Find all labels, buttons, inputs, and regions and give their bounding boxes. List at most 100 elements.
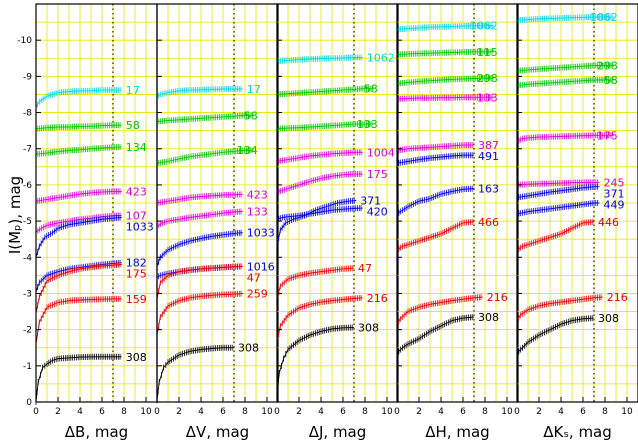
series-449: 449 [516,198,625,217]
series-line [516,202,600,215]
series-466: 466 [396,216,499,254]
series-label: 58 [364,83,378,96]
y-tick-label: 0 [26,398,32,408]
series-133: 133 [276,118,378,132]
series-133: 133 [396,91,498,104]
series-115: 115 [396,46,498,59]
series-label: 1033 [126,220,154,233]
series-446: 446 [516,216,619,254]
series-label: 17 [126,84,140,97]
series-423: 423 [35,185,147,205]
series-line [276,297,363,343]
series-175: 175 [516,129,618,145]
series-label: 175 [367,168,388,181]
series-label: 446 [598,216,619,229]
y-tick-label: -6 [23,181,32,191]
x-tick-label: 0 [514,407,520,417]
series-label: 371 [604,187,625,200]
panel-grid [35,3,158,403]
series-17: 17 [156,83,261,100]
series-134: 134 [156,144,258,167]
x-tick-label: 8 [242,407,248,417]
series-216: 216 [276,292,388,346]
series-420: 420 [276,205,388,223]
series-label: 175 [126,268,147,281]
x-axis-label: ΔKₛ, mag [543,423,612,441]
x-axis-label: ΔH, mag [425,423,489,441]
series-label: 58 [244,109,258,122]
y-tick-label: -7 [23,145,32,155]
series-134: 134 [35,141,147,158]
y-tick-label: -10 [17,36,32,46]
y-tick-label: -4 [23,253,32,263]
series-line [516,186,600,199]
x-tick-label: 2 [176,407,182,417]
x-tick-label: 4 [438,407,444,417]
y-tick-label: -3 [23,289,32,299]
x-tick-label: 0 [394,407,400,417]
series-216: 216 [516,291,628,324]
series-1062: 1062 [396,20,498,33]
series-label: 420 [367,205,388,218]
x-tick-label: 10 [140,407,152,417]
series-423: 423 [156,188,268,206]
x-tick-label: 6 [220,407,226,417]
series-label: 107 [126,209,147,222]
series-label: 58 [604,74,618,87]
series-1033: 1033 [156,227,275,270]
series-label: 491 [478,150,499,163]
series-298: 298 [396,72,498,87]
y-tick-label: -5 [23,217,32,227]
series-58: 58 [156,109,258,125]
series-label: 133 [477,91,498,104]
x-axis-label: ΔV, mag [186,423,249,441]
x-tick-label: 0 [33,407,39,417]
x-tick-label: 6 [340,407,346,417]
series-175: 175 [35,261,147,317]
x-tick-label: 8 [602,407,608,417]
x-tick-label: 4 [198,407,204,417]
series-label: 175 [597,129,618,142]
y-axis-label: I(Mₚ), mag [6,176,24,254]
panel-frame [516,3,638,403]
series-259: 259 [156,287,268,339]
series-label: 159 [126,293,147,306]
series-387: 387 [396,139,499,154]
series-label: 298 [477,72,498,85]
series-label: 1062 [590,11,618,24]
y-tick-label: -2 [23,326,32,336]
x-tick-label: 0 [274,407,280,417]
series-1033: 1033 [35,214,154,261]
series-label: 58 [126,119,140,132]
y-tick-label: -9 [23,72,32,82]
series-label: 115 [477,46,498,59]
series-label: 1062 [367,52,395,65]
series-17: 17 [35,84,140,111]
series-label: 216 [607,291,628,304]
series-line [156,293,243,336]
series-175: 175 [276,168,388,196]
series-label: 1062 [470,20,498,33]
y-tick-label: -8 [23,109,32,119]
panel-grid [156,3,279,403]
series-label: 308 [126,351,147,364]
series-label: 245 [604,176,625,189]
series-label: 47 [247,271,261,284]
series-label: 449 [604,198,625,211]
series-label: 182 [126,257,147,270]
series-308: 308 [156,342,259,404]
series-58: 58 [276,83,378,98]
series-label: 163 [478,183,499,196]
x-tick-label: 0 [154,407,160,417]
series-label: 134 [237,144,258,157]
x-tick-label: 4 [318,407,324,417]
series-1062: 1062 [516,11,618,24]
series-308: 308 [516,312,619,357]
series-label: 423 [126,185,147,198]
x-tick-label: 2 [55,407,61,417]
